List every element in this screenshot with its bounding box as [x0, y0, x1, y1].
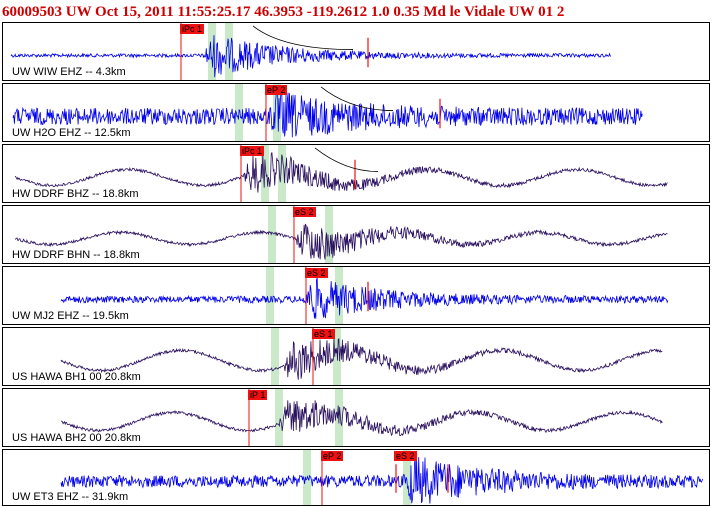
phase-pick[interactable]: iP 1 [248, 390, 267, 400]
phase-pick[interactable]: eS 2 [394, 451, 417, 461]
coda-decay-curve [321, 87, 393, 111]
seismogram-panel[interactable]: UW MJ2 EHZ -- 19.5km eS 2 [2, 266, 710, 325]
phase-pick[interactable]: eP 2 [265, 85, 287, 95]
channel-label: UW WIW EHZ -- 4.3km [12, 66, 126, 78]
coda-decay-curve [315, 148, 378, 172]
phase-pick[interactable]: eP 2 [321, 451, 343, 461]
phase-pick[interactable]: eS 2 [293, 207, 316, 217]
seismic-trace-line [15, 152, 667, 192]
seismogram-panel[interactable]: UW ET3 EHZ -- 31.9km eP 2 eS 2 [2, 449, 710, 506]
channel-label: HW DDRF BHN -- 18.8km [12, 249, 140, 261]
phase-pick[interactable]: eS 2 [305, 268, 328, 278]
seismogram-panel[interactable]: UW H2O EHZ -- 12.5km eP 2 [2, 83, 710, 142]
seismogram-panel[interactable]: HW DDRF BHN -- 18.8km eS 2 [2, 205, 710, 264]
channel-label: US HAWA BH1 00 20.8km [12, 371, 141, 383]
seismogram-panel[interactable]: US HAWA BH1 00 20.8km eS 1 [2, 327, 710, 386]
channel-label: US HAWA BH2 00 20.8km [12, 432, 141, 444]
seismogram-panel[interactable]: HW DDRF BHZ -- 18.8km iPc 1 [2, 144, 710, 203]
seismogram-panel[interactable]: US HAWA BH2 00 20.8km iP 1 [2, 388, 710, 447]
seismic-trace-line [61, 400, 662, 435]
channel-label: UW ET3 EHZ -- 31.9km [12, 491, 128, 503]
phase-pick[interactable]: eS 1 [312, 329, 335, 339]
coda-decay-curve [253, 26, 353, 50]
event-title: 60009503 UW Oct 15, 2011 11:55:25.17 46.… [2, 2, 713, 22]
phase-pick[interactable]: iPc 1 [180, 24, 204, 34]
seismogram-panel[interactable]: UW WIW EHZ -- 4.3km iPc 1 [2, 22, 710, 81]
channel-label: UW H2O EHZ -- 12.5km [12, 127, 131, 139]
channel-label: HW DDRF BHZ -- 18.8km [12, 188, 139, 200]
seismic-trace-line [61, 338, 662, 380]
seismic-trace-line [61, 457, 703, 504]
analysis-window-band [271, 328, 279, 386]
analysis-window-band [275, 389, 283, 447]
seismic-trace-line [61, 278, 668, 319]
phase-pick[interactable]: iPc 1 [240, 146, 264, 156]
analysis-window-band [268, 206, 276, 264]
channel-label: UW MJ2 EHZ -- 19.5km [12, 310, 129, 322]
seismogram-panels: UW WIW EHZ -- 4.3km iPc 1 UW H2O EHZ -- … [0, 22, 715, 506]
